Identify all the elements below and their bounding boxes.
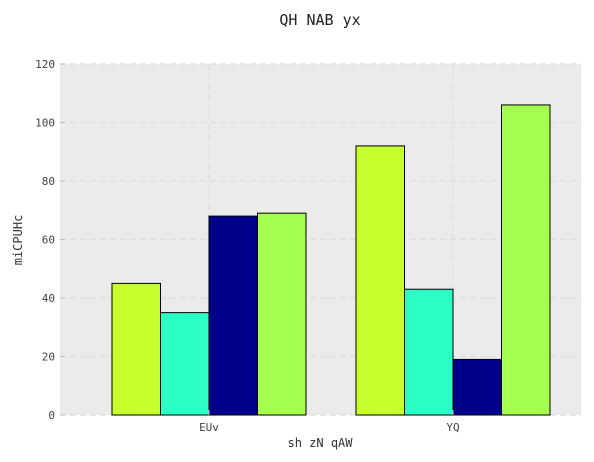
chart-title: QH NAB yx — [279, 11, 360, 29]
x-tick-label: YQ — [446, 421, 459, 434]
y-tick-label: 60 — [42, 234, 55, 247]
bar-series-3-euv — [208, 215, 258, 416]
y-tick-label: 40 — [42, 292, 55, 305]
bars — [111, 104, 551, 416]
x-tick-label: EUv — [199, 421, 219, 434]
y-axis-label: miCPUHc — [11, 215, 25, 266]
bar-series-4-yq — [501, 104, 551, 416]
bar-series-2-yq — [404, 288, 454, 416]
axis-ticks: 0 20 40 60 80 100 120 EUv YQ — [35, 58, 460, 434]
bar-series-3-yq — [452, 358, 502, 416]
y-tick-label: 20 — [42, 351, 55, 364]
bar-series-4-euv — [257, 212, 307, 416]
bar-series-1-yq — [355, 145, 405, 416]
y-tick-label: 100 — [35, 117, 55, 130]
y-tick-label: 80 — [42, 175, 55, 188]
y-tick-label: 0 — [48, 409, 55, 422]
bar-series-1-euv — [111, 282, 161, 416]
y-tick-label: 120 — [35, 58, 55, 71]
x-axis-label: sh zN qAW — [287, 436, 353, 450]
bar-series-2-euv — [160, 312, 210, 416]
